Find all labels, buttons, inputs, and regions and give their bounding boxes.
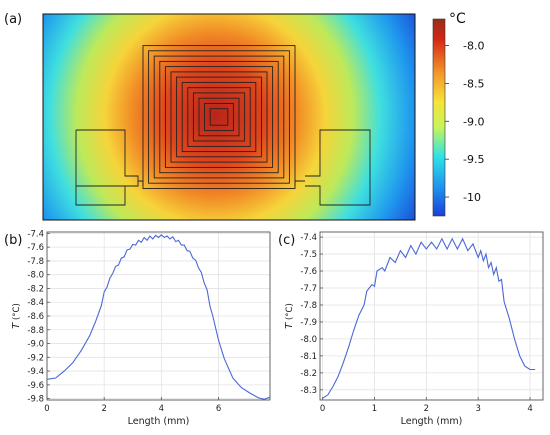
right-contact-pad — [305, 129, 371, 206]
y-tick-label: -8.6 — [27, 312, 44, 322]
y-tick-label: -8.0 — [300, 335, 317, 345]
y-tick-label: -9.2 — [27, 353, 44, 363]
y-tick-label: -7.4 — [27, 229, 44, 239]
y-tick-label: -7.8 — [300, 301, 317, 311]
y-tick-label: -9.6 — [27, 381, 44, 391]
coil-turn — [170, 71, 268, 163]
coil-turn — [159, 60, 279, 174]
heater-coil — [138, 45, 305, 189]
y-tick-label: -9.0 — [27, 340, 44, 350]
y-axis-label: T (°C) — [284, 303, 295, 329]
x-tick-label: 0 — [320, 404, 325, 414]
coil-turn — [153, 55, 285, 179]
coil-lead — [138, 180, 144, 186]
x-tick-label: 4 — [159, 404, 164, 414]
coil-turn — [181, 81, 257, 153]
y-tick-label: -8.3 — [300, 386, 317, 396]
y-tick-label: -8.4 — [27, 298, 44, 308]
x-tick-label: 0 — [44, 404, 49, 414]
colorbar — [432, 18, 446, 217]
x-tick-label: 6 — [216, 404, 221, 414]
coil-turn — [142, 45, 296, 189]
coil-turn — [176, 76, 262, 158]
coil-turn — [198, 97, 240, 137]
left-contact-pad — [75, 129, 139, 206]
panel-c-label: (c) — [278, 233, 295, 248]
x-axis-label: Length (mm) — [128, 416, 190, 427]
colorbar-tick-label: -9.5 — [463, 153, 484, 166]
chart-c: 0 1 2 3 4 -7.4 -7.5 -7.6 -7.7 -7.8 -7.9 -8.0 -8.1 -8.… — [284, 231, 544, 427]
series-line — [46, 234, 271, 400]
coil-turn — [148, 50, 290, 184]
y-tick-label: -9.4 — [27, 367, 44, 377]
colorbar-ticks: -8.0 -8.5 -9.0 -9.5 -10 — [445, 40, 484, 204]
x-tick-label: 3 — [475, 404, 480, 414]
y-tick-label: -8.1 — [300, 352, 317, 362]
y-tick-label: -7.4 — [300, 233, 317, 243]
panel-b-label: (b) — [4, 233, 22, 248]
y-tick-label: -7.8 — [27, 257, 44, 267]
y-tick-label: -8.8 — [27, 326, 44, 336]
coil-turn — [187, 87, 251, 147]
colorbar-tick-label: -9.0 — [463, 115, 484, 128]
y-tick-label: -7.7 — [300, 284, 317, 294]
heatmap-plot — [42, 13, 416, 221]
y-tick-label: -8.2 — [300, 369, 317, 379]
y-tick-label: -7.6 — [27, 243, 44, 253]
colorbar-unit: °C — [449, 11, 466, 27]
panel-a-label: (a) — [4, 12, 22, 27]
series-line — [322, 237, 536, 399]
y-tick-label: -7.5 — [300, 250, 317, 260]
x-tick-label: 2 — [101, 404, 106, 414]
coil-turn — [204, 103, 234, 132]
colorbar-tick-label: -10 — [463, 191, 481, 204]
coil-turn — [192, 92, 246, 142]
y-tick-label: -8.2 — [27, 284, 44, 294]
y-tick-label: -7.6 — [300, 267, 317, 277]
coil-turn — [164, 66, 274, 168]
x-tick-label: 4 — [527, 404, 532, 414]
x-axis-label: Length (mm) — [401, 416, 463, 427]
colorbar-tick-label: -8.5 — [463, 77, 484, 90]
x-tick-label: 2 — [424, 404, 429, 414]
y-tick-label: -7.9 — [300, 318, 317, 328]
x-tick-label: 1 — [372, 404, 377, 414]
colorbar-tick-label: -8.0 — [463, 40, 484, 53]
chart-b: 0 2 4 6 -7.4 -7.6 -7.8 -8.0 -8.2 -8.4 -8.6 -8.8 -9.0… — [11, 229, 271, 427]
y-tick-label: -8.0 — [27, 271, 44, 281]
y-axis-label: T (°C) — [11, 303, 22, 329]
y-tick-label: -9.8 — [27, 395, 44, 405]
coil-turn — [209, 108, 229, 126]
coil-lead — [294, 180, 305, 186]
plot-frame — [319, 231, 544, 401]
